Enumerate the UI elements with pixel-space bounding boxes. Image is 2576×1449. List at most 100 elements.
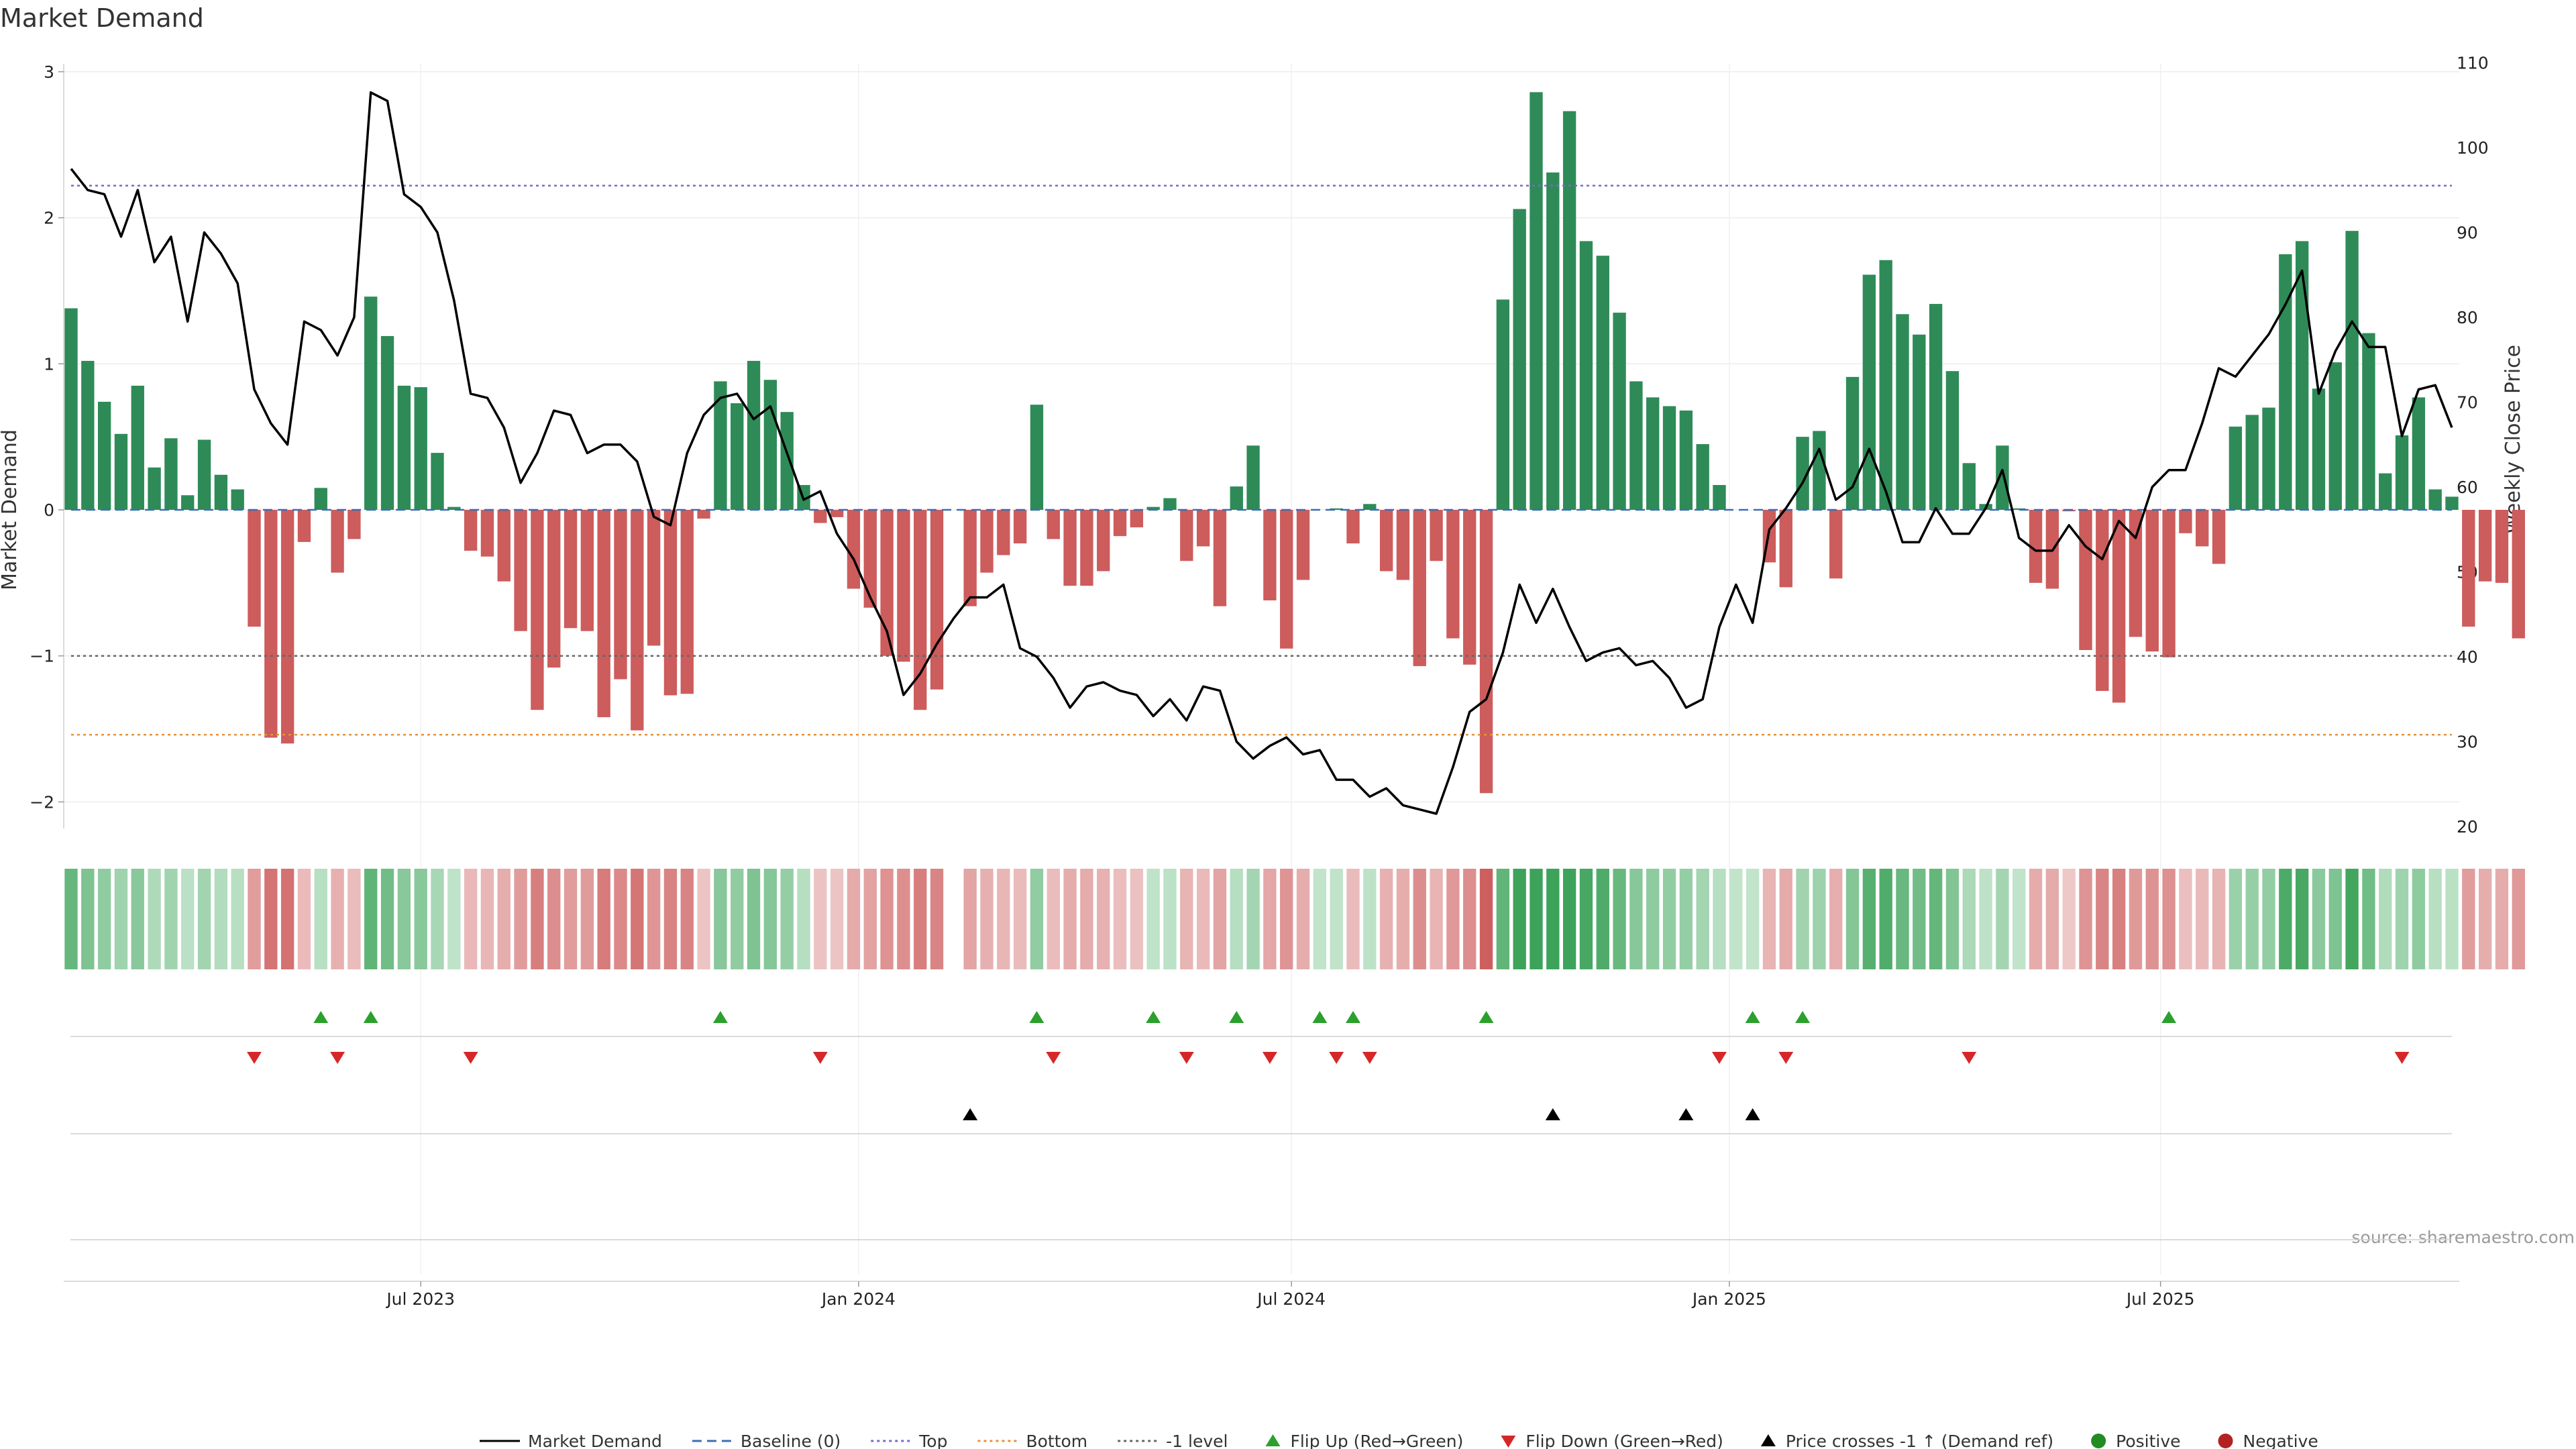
strip-cell [914, 869, 927, 969]
strip-cell [2328, 869, 2342, 969]
flip-down-marker [2394, 1052, 2410, 1064]
left-tick-label: 1 [44, 354, 54, 374]
demand-bar [131, 385, 144, 510]
demand-bar [714, 381, 727, 510]
flip-up-marker [1029, 1011, 1044, 1023]
strip-cell [863, 869, 877, 969]
strip-cell [747, 869, 761, 969]
strip-cell [1097, 869, 1110, 969]
left-tick-label: 3 [44, 62, 54, 82]
demand-bar [2179, 510, 2192, 533]
demand-bar [2145, 510, 2159, 652]
strip-cell [714, 869, 727, 969]
right-tick-label: 30 [2457, 733, 2478, 752]
demand-strip [64, 869, 2525, 969]
strip-cell [397, 869, 411, 969]
strip-cell [164, 869, 178, 969]
strip-cell [2478, 869, 2492, 969]
legend-swatch-positive [2091, 1434, 2106, 1448]
strip-cell [797, 869, 810, 969]
demand-bar [2312, 388, 2326, 510]
demand-bar [1945, 371, 1960, 510]
demand-bar [1196, 510, 1210, 547]
right-tick-label: 100 [2457, 138, 2489, 158]
flip-up-marker [1795, 1011, 1811, 1023]
strip-cell [997, 869, 1010, 969]
strip-cell [297, 869, 311, 969]
demand-bar [480, 510, 494, 557]
demand-bar [2295, 241, 2309, 510]
strip-cell [2079, 869, 2092, 969]
demand-bar [1779, 510, 1792, 588]
source-label: source: sharemaestro.com [2352, 1228, 2575, 1247]
right-axis-title: Weekly Close Price [2502, 345, 2525, 534]
strip-cell [1713, 869, 1726, 969]
demand-bar [1696, 444, 1709, 510]
strip-cell [81, 869, 95, 969]
demand-bar [364, 297, 378, 510]
demand-bar [647, 510, 661, 646]
strip-cell [347, 869, 361, 969]
demand-bar [1562, 111, 1576, 510]
flip-down-marker [1778, 1052, 1794, 1064]
demand-bar [1529, 92, 1543, 511]
demand-bar [1496, 299, 1510, 510]
flip-down-marker [1712, 1052, 1727, 1064]
legend-label: Baseline (0) [741, 1432, 841, 1449]
strip-cell [1213, 869, 1227, 969]
legend-swatch-price-cross [1760, 1434, 1776, 1446]
strip-cell [214, 869, 228, 969]
demand-bar [1629, 381, 1643, 510]
legend-label: Negative [2243, 1432, 2318, 1449]
strip-cell [97, 869, 111, 969]
demand-bar [2362, 333, 2375, 510]
strip-cell [1779, 869, 1792, 969]
demand-bar [1130, 510, 1144, 528]
demand-bar [863, 510, 877, 608]
strip-cell [2212, 869, 2226, 969]
demand-bar [97, 401, 111, 510]
strip-cell [2295, 869, 2309, 969]
legend-swatch-flip-down [1501, 1436, 1516, 1448]
demand-bar [231, 489, 244, 510]
strip-cell [2145, 869, 2159, 969]
strip-cell [280, 869, 294, 969]
demand-bar [2279, 254, 2292, 510]
legend-label: Price crosses -1 ↑ (Demand ref) [1786, 1432, 2053, 1449]
demand-bar [2345, 231, 2359, 510]
strip-cell [464, 869, 478, 969]
strip-cell [814, 869, 827, 969]
demand-bar [497, 510, 511, 582]
demand-bar [280, 510, 294, 744]
demand-bar [1613, 313, 1626, 510]
strip-cell [697, 869, 710, 969]
strip-cell [2196, 869, 2209, 969]
left-tick-label: 0 [44, 500, 54, 520]
demand-bar [963, 510, 977, 606]
strip-cell [231, 869, 244, 969]
demand-bar [1263, 510, 1277, 600]
legend-label: Positive [2116, 1432, 2180, 1449]
strip-cell [1979, 869, 1992, 969]
demand-bar [631, 510, 644, 731]
strip-cell [1113, 869, 1127, 969]
demand-bar [114, 433, 128, 510]
strip-cell [514, 869, 527, 969]
strip-cell [1346, 869, 1360, 969]
demand-bar [1929, 304, 1943, 510]
right-tick-label: 40 [2457, 647, 2478, 667]
demand-bar [1363, 504, 1377, 510]
demand-bar [514, 510, 527, 631]
strip-cell [2262, 869, 2275, 969]
strip-cell [2379, 869, 2392, 969]
demand-bar [2512, 510, 2525, 639]
strip-cell [580, 869, 594, 969]
demand-bar [2212, 510, 2226, 564]
strip-cell [2395, 869, 2409, 969]
strip-cell [380, 869, 394, 969]
strip-cell [331, 869, 344, 969]
demand-bar [680, 510, 694, 694]
demand-bar [1579, 241, 1593, 510]
strip-cell [731, 869, 744, 969]
